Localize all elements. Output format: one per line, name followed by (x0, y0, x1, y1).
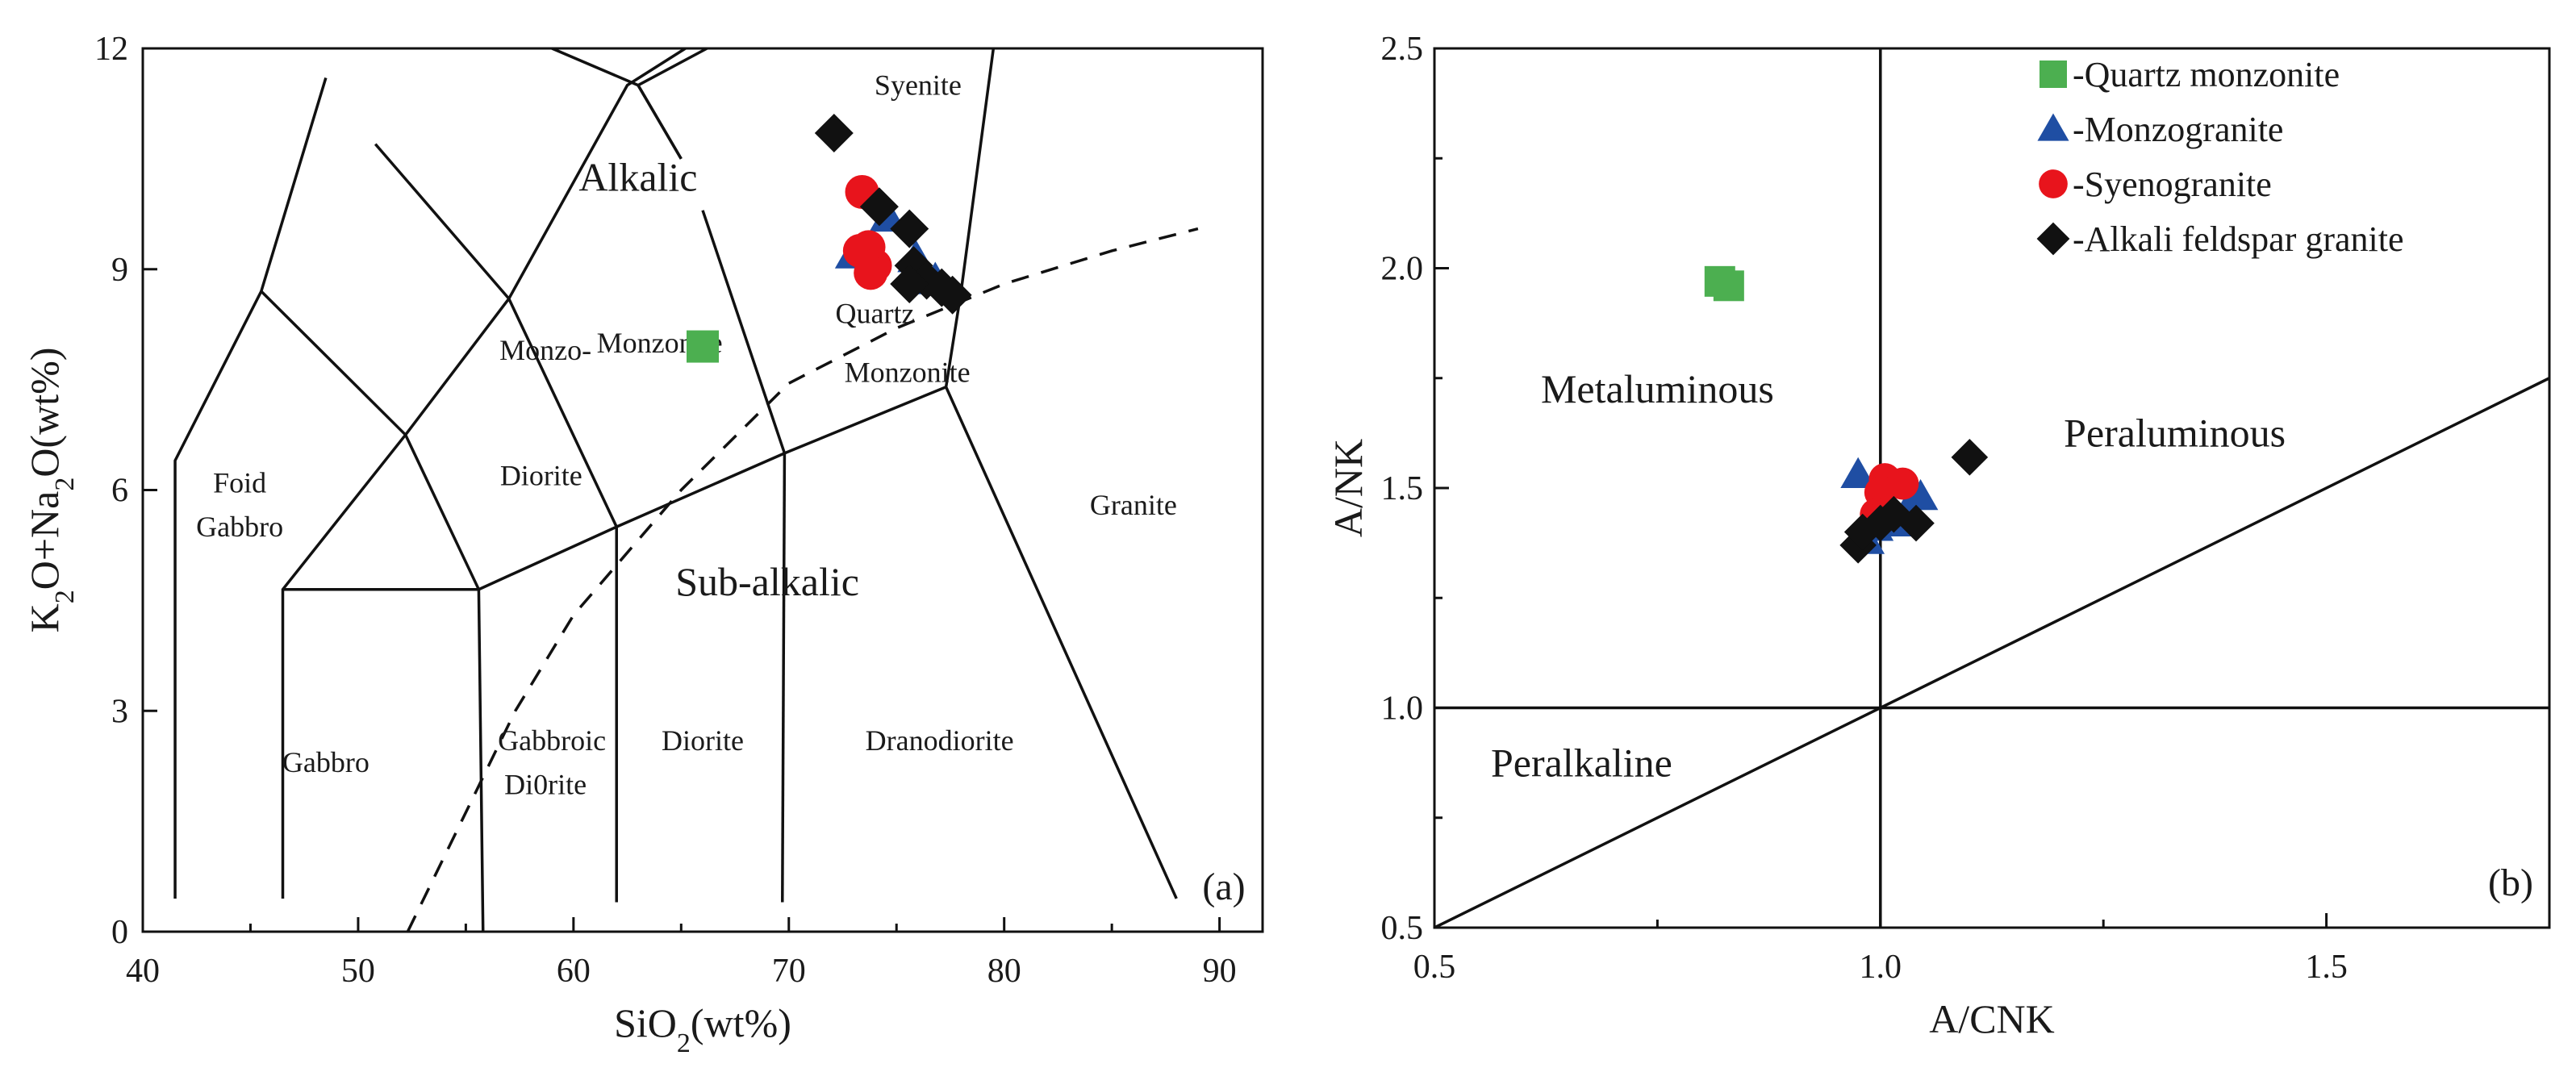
field-boundary (551, 47, 708, 87)
field-boundary (404, 434, 480, 590)
y-axis-label-part: O(wt%) (22, 348, 67, 478)
panel-a-tas-diagram: 40 50 60 70 80 90 0 3 6 9 12 SiO2(wt%) K2O+Na2O(wt%)… (22, 31, 1264, 1058)
field-boundary (637, 84, 683, 160)
data-point-square (1713, 270, 1744, 302)
data-point-diamond (890, 265, 929, 303)
y-tick-label: 9 (111, 252, 128, 289)
y-tick-label: 2.5 (1381, 31, 1424, 68)
field-label: Di0rite (504, 769, 587, 801)
x-tick-label: 50 (341, 953, 375, 990)
y-axis-label: A/NK (1326, 439, 1371, 537)
data-point-square (687, 330, 719, 363)
y-tick-label: 12 (94, 31, 128, 68)
field-label: Granite (1090, 489, 1177, 521)
field-label: Diorite (662, 724, 744, 757)
field-label: Syenite (875, 69, 962, 102)
y-axis-label-sub: 2 (50, 590, 80, 603)
data-point-diamond (1875, 495, 1913, 533)
legend-marker-diamond (2036, 222, 2070, 256)
y-tick-label: 0.5 (1381, 910, 1424, 947)
x-axis-label: A/CNK (1929, 996, 2055, 1041)
field-boundary (507, 298, 618, 528)
field-label: Alkalic (578, 154, 697, 199)
legend-label: -Monzogranite (2073, 110, 2283, 149)
legend-label: -Quartz monzonite (2073, 55, 2340, 94)
x-tick-label: 0.5 (1413, 949, 1456, 986)
y-tick-label: 2.0 (1381, 251, 1424, 288)
data-point-diamond (859, 187, 899, 227)
x-tick-label: 70 (772, 953, 806, 990)
y-axis-label: K2O+Na2O(wt%) (22, 348, 80, 633)
y-tick-label: 1.0 (1381, 690, 1424, 728)
field-label: Diorite (500, 459, 582, 491)
field-label: Gabbro (196, 511, 283, 543)
field-boundary (374, 143, 511, 300)
alkalic-subalkalic-divider (406, 227, 1199, 932)
panel-label-b: (b) (2488, 861, 2533, 904)
y-axis-label-sub: 2 (50, 478, 80, 491)
x-tick-label: 40 (126, 953, 160, 990)
field-label: Dranodiorite (866, 724, 1014, 757)
field-label: Sub-alkalic (675, 559, 859, 604)
field-label: Gabbro (282, 746, 369, 778)
legend-label: -Alkali feldspar granite (2073, 219, 2404, 259)
y-axis-label-part: O+Na (22, 491, 67, 590)
x-axis-label-sub: 2 (677, 1028, 691, 1058)
field-boundary (781, 453, 787, 903)
field-label: Gabbroic (498, 724, 606, 757)
field-boundary (477, 589, 485, 932)
x-tick-label: 1.0 (1860, 949, 1902, 986)
field-boundary (173, 77, 328, 899)
legend-marker-circle (2039, 169, 2068, 198)
field-label: Monzo- (499, 334, 591, 366)
y-tick-label: 3 (111, 693, 128, 730)
field-label: Quartz (836, 298, 915, 330)
field-boundary (260, 290, 407, 436)
legend-marker-square (2040, 60, 2067, 88)
field-label: Foid (213, 466, 266, 499)
x-tick-label: 60 (557, 953, 591, 990)
legend-label: -Syenogranite (2073, 165, 2272, 204)
data-point-diamond (814, 113, 854, 152)
data-point-diamond (1862, 504, 1899, 542)
x-tick-label: 80 (987, 953, 1021, 990)
x-axis-label-tail: (wt%) (691, 1000, 791, 1045)
data-point-diamond (933, 275, 972, 315)
y-tick-label: 0 (111, 914, 128, 951)
data-point-triangle (1840, 457, 1877, 489)
y-tick-label: 6 (111, 473, 128, 510)
y-tick-label: 1.5 (1381, 470, 1424, 507)
field-label: Metaluminous (1541, 366, 1774, 411)
field-label: Peraluminous (2064, 411, 2286, 456)
data-point-diamond (1951, 439, 1989, 476)
field-boundary (701, 210, 787, 454)
x-axis-label: SiO2(wt%) (614, 1000, 791, 1058)
field-label: Monzonite (845, 357, 971, 389)
data-point-diamond (890, 209, 929, 248)
field-boundary (945, 386, 1178, 899)
data-point-circle (854, 256, 888, 290)
panel-label-a: (a) (1202, 866, 1245, 908)
field-boundary (1434, 377, 2550, 929)
field-label: Peralkaline (1491, 740, 1672, 785)
field-boundary (281, 47, 687, 899)
plot-frame (1433, 47, 2551, 929)
legend-marker-triangle (2037, 113, 2069, 141)
panel-b-acnk-ank-diagram: 0.5 1.0 1.5 0.5 1.0 1.5 2.0 2.5 A/CNK A/NK Metalum… (1326, 31, 2551, 1041)
x-tick-label: 90 (1203, 953, 1237, 990)
x-tick-label: 1.5 (2305, 949, 2348, 986)
